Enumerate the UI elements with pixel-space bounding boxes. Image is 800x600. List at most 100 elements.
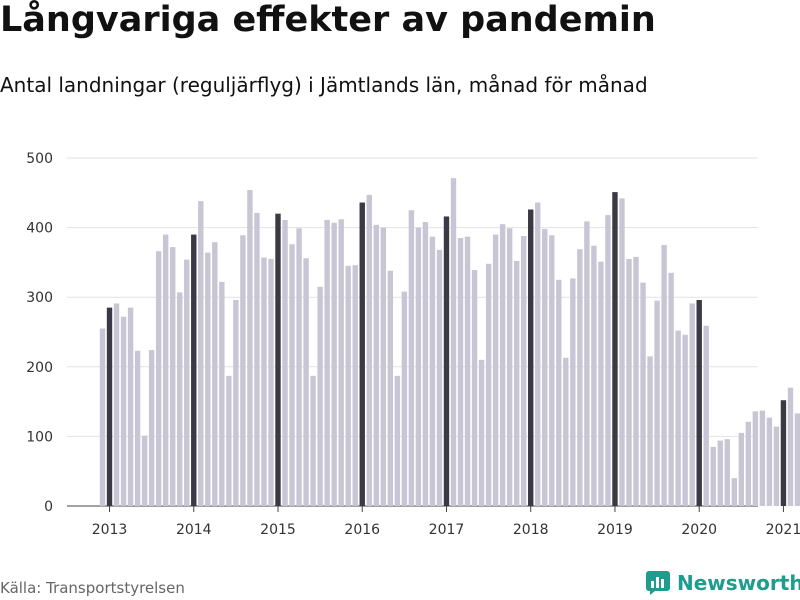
bar bbox=[542, 228, 548, 507]
bar bbox=[352, 265, 358, 506]
bar-january bbox=[443, 216, 450, 506]
bar bbox=[577, 249, 583, 506]
bar bbox=[338, 219, 344, 506]
bar bbox=[633, 256, 639, 506]
bar bbox=[177, 292, 183, 506]
bar bbox=[155, 251, 162, 506]
bar bbox=[640, 282, 646, 506]
bar bbox=[675, 330, 681, 506]
bar bbox=[703, 325, 709, 506]
bar-january bbox=[612, 192, 618, 506]
newsworthy-logo: Newsworthy bbox=[645, 570, 800, 596]
chart-subtitle: Antal landningar (reguljärflyg) i Jämtla… bbox=[0, 73, 648, 97]
bar bbox=[731, 478, 737, 506]
bar bbox=[759, 410, 766, 506]
bar bbox=[521, 235, 527, 506]
brand-name: Newsworthy bbox=[677, 571, 800, 595]
bar bbox=[198, 201, 204, 506]
landings-bar-chart: 0 100 200 300 400 500 2013 2014 2015 2016 2017 201… bbox=[26, 151, 800, 538]
bar bbox=[478, 359, 485, 506]
bar bbox=[598, 261, 604, 506]
bar bbox=[457, 238, 464, 507]
bar bbox=[170, 247, 176, 506]
bar bbox=[724, 439, 730, 506]
x-tick-label: 2013 bbox=[92, 522, 128, 538]
bar bbox=[499, 224, 506, 506]
bar bbox=[415, 227, 422, 506]
x-tick-label: 2019 bbox=[597, 522, 633, 538]
x-tick-label: 2015 bbox=[260, 522, 296, 538]
bar bbox=[591, 245, 597, 506]
bar bbox=[556, 279, 562, 506]
bar bbox=[570, 278, 576, 506]
bars-group bbox=[99, 178, 800, 507]
bar bbox=[310, 375, 316, 506]
bar bbox=[429, 236, 436, 506]
bar bbox=[717, 440, 723, 506]
bar bbox=[647, 356, 653, 506]
bar bbox=[787, 387, 794, 506]
bar bbox=[162, 234, 169, 506]
bar bbox=[401, 291, 408, 506]
x-tick-label: 2014 bbox=[176, 522, 212, 538]
bar bbox=[408, 210, 415, 506]
y-tick-label: 0 bbox=[44, 499, 53, 515]
bar-january bbox=[191, 234, 197, 506]
bar bbox=[513, 261, 520, 506]
bar bbox=[254, 212, 260, 507]
bar bbox=[464, 236, 471, 506]
bar bbox=[506, 228, 513, 507]
bar bbox=[436, 249, 443, 506]
bar bbox=[373, 224, 379, 506]
bar bbox=[450, 178, 457, 506]
bar bbox=[738, 432, 745, 506]
bar bbox=[766, 417, 773, 506]
x-tick-label: 2018 bbox=[513, 522, 549, 538]
bar bbox=[148, 350, 155, 506]
bar bbox=[668, 272, 674, 506]
bar bbox=[626, 258, 632, 506]
y-tick-label: 300 bbox=[26, 290, 53, 306]
bar bbox=[219, 281, 225, 506]
y-tick-label: 200 bbox=[26, 360, 53, 376]
bar bbox=[471, 270, 478, 506]
bar bbox=[120, 316, 127, 506]
x-tick-label: 2020 bbox=[681, 522, 717, 538]
y-tick-label: 500 bbox=[26, 151, 53, 167]
bar bbox=[422, 222, 429, 506]
bar bbox=[619, 198, 625, 506]
x-tick-label: 2017 bbox=[429, 522, 465, 538]
bar bbox=[605, 215, 611, 506]
bar bbox=[654, 300, 660, 506]
bar-january bbox=[528, 209, 534, 506]
bar bbox=[549, 235, 555, 506]
y-tick-label: 100 bbox=[26, 429, 53, 445]
bar bbox=[682, 334, 688, 506]
bar-january bbox=[106, 307, 113, 506]
x-axis: 2013201420152016201720182019202020212022 bbox=[92, 506, 800, 538]
bar bbox=[268, 258, 274, 506]
bar bbox=[492, 234, 499, 506]
bar bbox=[331, 222, 337, 507]
bar-january bbox=[359, 202, 365, 507]
bar bbox=[689, 303, 695, 506]
x-tick-label: 2016 bbox=[344, 522, 380, 538]
bar bbox=[226, 375, 232, 506]
bar bbox=[387, 270, 394, 506]
bar bbox=[485, 263, 492, 506]
y-tick-label: 400 bbox=[26, 221, 53, 237]
bar bbox=[184, 259, 190, 506]
bar-january bbox=[780, 400, 787, 506]
bar bbox=[317, 286, 323, 506]
bar bbox=[282, 219, 288, 506]
bar-january bbox=[696, 299, 702, 506]
bar bbox=[233, 299, 239, 506]
newsworthy-icon bbox=[646, 571, 670, 595]
bar bbox=[563, 357, 569, 506]
bar bbox=[261, 257, 267, 506]
bar bbox=[113, 303, 120, 506]
chart-title: Långvariga effekter av pandemin bbox=[0, 0, 656, 40]
bar-january bbox=[275, 213, 281, 506]
bar bbox=[366, 194, 372, 506]
bar bbox=[141, 435, 148, 506]
